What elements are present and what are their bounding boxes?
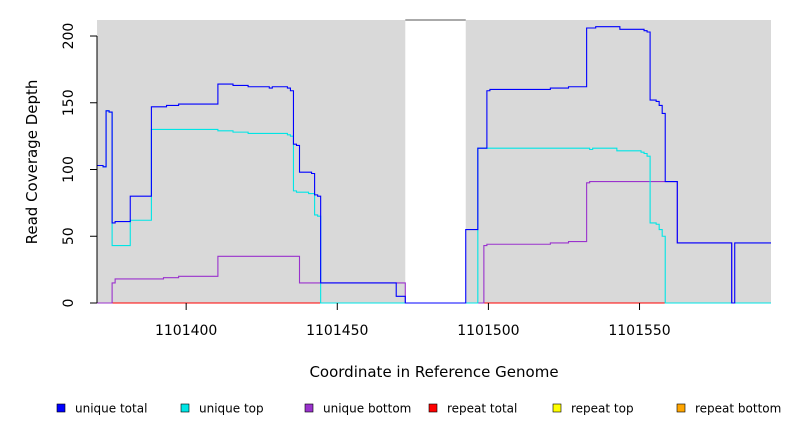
legend-label-repeat-bottom: repeat bottom [695, 402, 781, 416]
legend-label-unique-total: unique total [75, 402, 147, 416]
y-axis-label: Read Coverage Depth [23, 80, 41, 245]
y-tick-label: 0 [61, 299, 77, 308]
series-line-unique-total [97, 26, 771, 304]
legend-swatch-repeat-bottom [676, 403, 686, 413]
x-tick-label: 1101500 [457, 323, 519, 339]
legend-label-unique-top: unique top [199, 402, 264, 416]
legend-label-repeat-top: repeat top [571, 402, 634, 416]
series-line-unique-bottom [97, 180, 771, 304]
y-tick-label: 100 [61, 156, 77, 183]
shaded-region-2 [465, 20, 771, 303]
plot-background [97, 19, 771, 303]
y-tick-label: 50 [61, 227, 77, 245]
x-tick-label: 1101450 [306, 323, 368, 339]
series-lines [97, 26, 771, 304]
legend-swatch-unique-bottom [304, 403, 314, 413]
x-axis-label: Coordinate in Reference Genome [309, 363, 558, 381]
x-tick-label: 1101550 [608, 323, 670, 339]
axes: 0 50 100 150 200 1101400 1101450 1101500 1101550 [61, 23, 671, 339]
legend: unique total unique top unique bottom repea… [56, 402, 781, 416]
legend-swatch-unique-top [180, 403, 190, 413]
legend-swatch-unique-total [56, 403, 66, 413]
legend-label-repeat-total: repeat total [447, 402, 517, 416]
legend-swatch-repeat-top [552, 403, 562, 413]
y-tick-label: 150 [61, 89, 77, 116]
legend-swatch-repeat-total [428, 403, 438, 413]
shaded-region-1 [97, 20, 406, 303]
legend-label-unique-bottom: unique bottom [323, 402, 411, 416]
x-tick-label: 1101400 [155, 323, 217, 339]
y-tick-label: 200 [61, 23, 77, 50]
